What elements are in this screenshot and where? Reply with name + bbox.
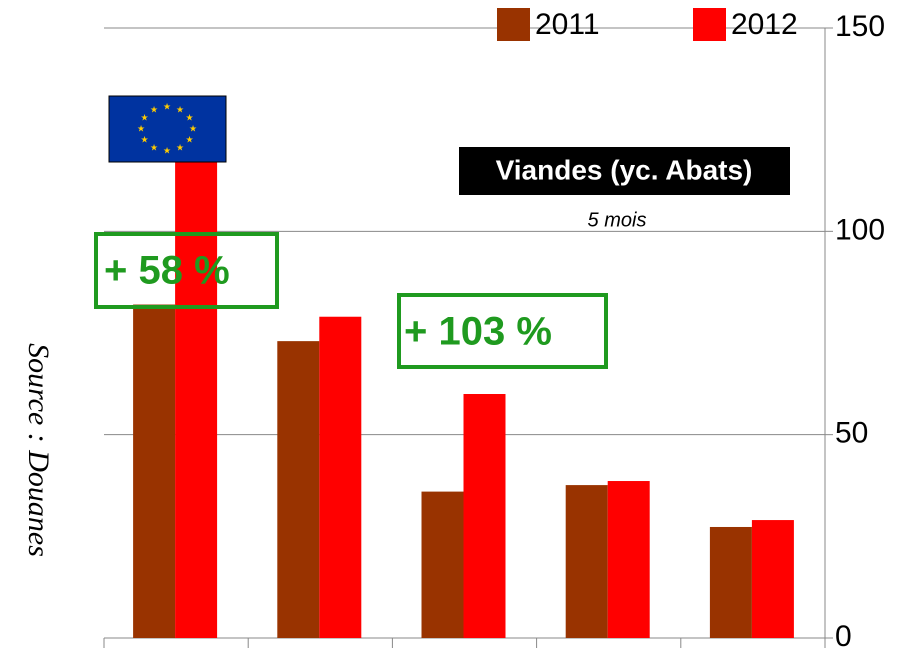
growth-label: + 58 % <box>104 249 230 293</box>
growth-label: + 103 % <box>404 310 552 354</box>
flag-star: ★ <box>185 134 193 144</box>
legend-swatch <box>497 8 530 41</box>
flag-star: ★ <box>140 112 148 122</box>
source: Source : Douanes <box>22 343 55 557</box>
flag-star: ★ <box>176 104 184 114</box>
period: 5 mois <box>588 209 647 231</box>
bar <box>319 316 362 638</box>
y-tick-label: 100 <box>835 213 885 246</box>
bar <box>133 304 176 638</box>
growth-box <box>94 232 279 309</box>
bar <box>277 341 320 638</box>
growth-box <box>397 293 608 369</box>
y-tick-label: 150 <box>835 10 885 43</box>
bar <box>463 394 506 638</box>
flag-star: ★ <box>176 142 184 152</box>
legend-swatch <box>693 8 726 41</box>
flag-star: ★ <box>163 101 171 111</box>
y-tick-label: 50 <box>835 417 868 450</box>
eu-flag: ★★★★★★★★★ ★ ★★ <box>108 95 227 163</box>
flag-star: ★ <box>140 134 148 144</box>
box-title: Viandes (yc. Abats) <box>496 154 753 185</box>
bar <box>607 481 650 638</box>
title-box <box>459 147 790 195</box>
flag-star: ★ <box>150 104 158 114</box>
flag-star: ★ <box>189 123 197 133</box>
bar <box>709 526 752 638</box>
legend-label: 2012 <box>731 8 798 41</box>
legend-label: 2011 <box>535 8 600 41</box>
bar <box>565 485 608 638</box>
bar <box>421 491 464 638</box>
bar <box>751 520 794 638</box>
flag-star: ★ <box>163 145 171 155</box>
flag-star: ★ <box>137 123 145 133</box>
bar <box>175 109 218 639</box>
flag-star: ★ <box>150 142 158 152</box>
y-tick-label: 0 <box>835 620 852 653</box>
flag-star: ★ <box>185 112 193 122</box>
